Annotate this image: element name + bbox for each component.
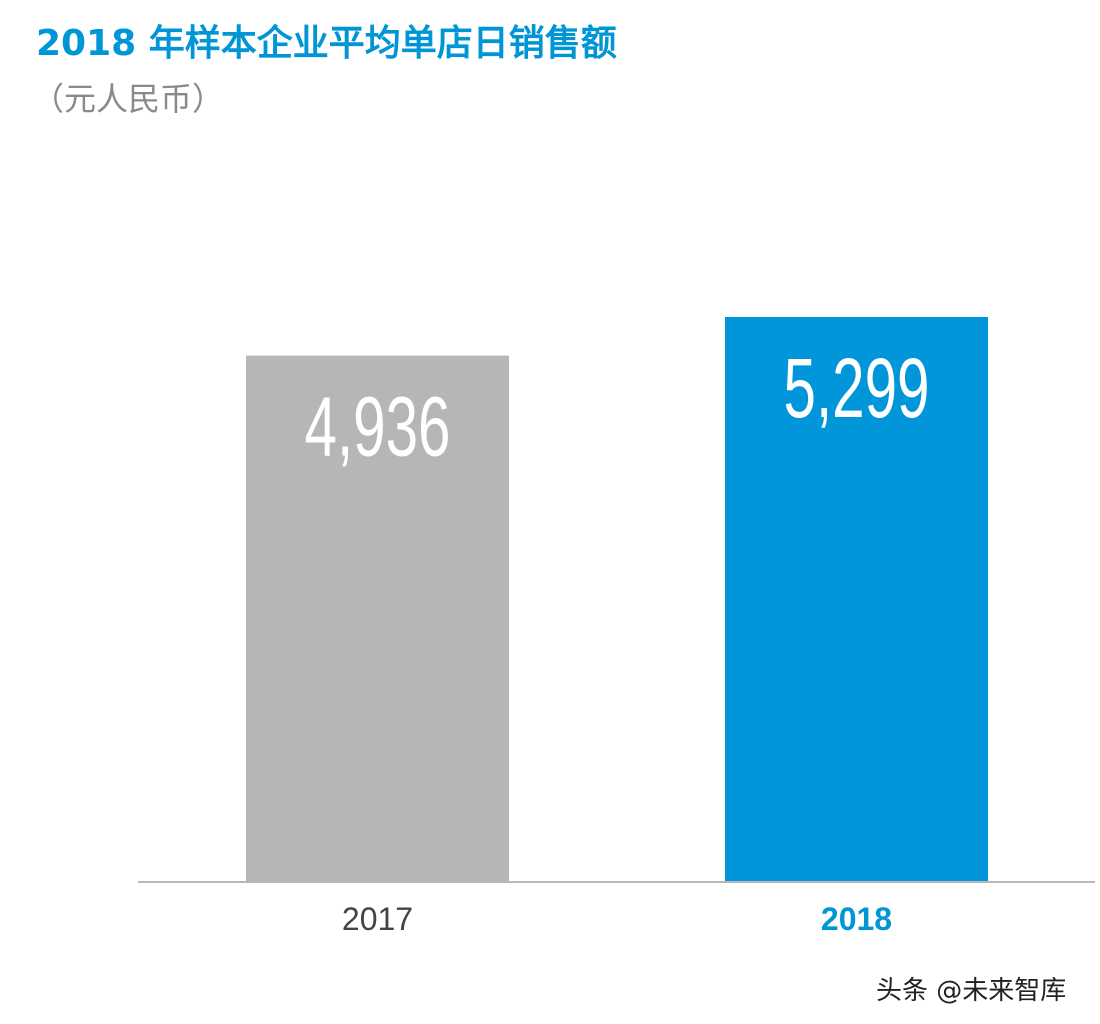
bar-2018 <box>725 317 988 881</box>
watermark: 头条 @未来智库 <box>876 976 1067 1006</box>
x-tick-label-2018: 2018 <box>821 901 892 937</box>
data-label-2017: 4,936 <box>305 380 451 474</box>
data-label-2018: 5,299 <box>784 341 930 435</box>
chart-subtitle: （元人民币） <box>32 80 225 118</box>
x-tick-label-2017: 2017 <box>342 901 413 937</box>
bar-2017 <box>246 355 509 881</box>
chart-title: 2018 年样本企业平均单店日销售额 <box>36 23 617 64</box>
